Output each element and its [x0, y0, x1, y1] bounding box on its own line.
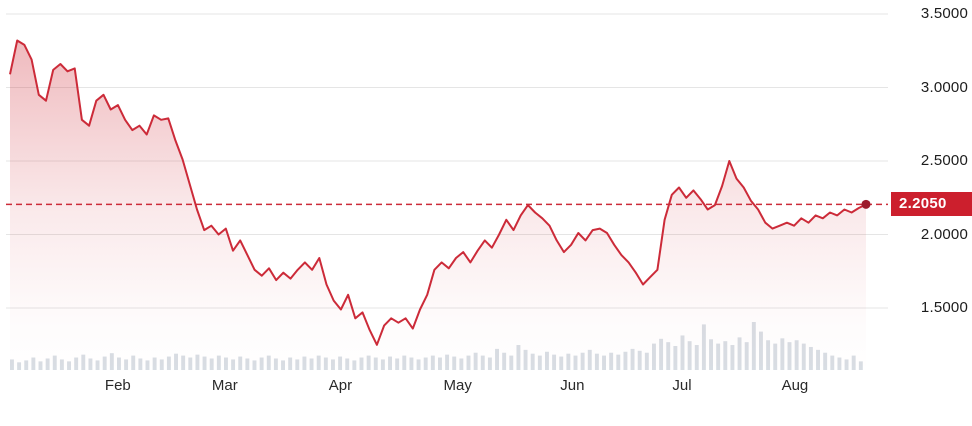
x-axis-label: May — [443, 377, 472, 394]
y-axis-label: 2.0000 — [920, 225, 968, 243]
y-axis-label: 3.5000 — [920, 5, 968, 22]
area-fill — [10, 40, 866, 372]
last-price-dot — [861, 199, 871, 209]
y-axis-label: 1.5000 — [920, 299, 968, 316]
x-axis-label: Jun — [560, 377, 585, 394]
x-axis-label: Mar — [211, 377, 238, 394]
y-axis-label: 3.0000 — [920, 78, 968, 96]
y-axis-label: 2.5000 — [920, 152, 968, 169]
x-axis-label: Jul — [672, 377, 692, 394]
x-axis-label: Aug — [781, 377, 809, 394]
x-axis-label: Feb — [104, 377, 131, 394]
x-axis-label: Apr — [328, 377, 353, 394]
last-price-badge: 2.2050 — [891, 192, 972, 217]
price-line — [9, 39, 867, 346]
